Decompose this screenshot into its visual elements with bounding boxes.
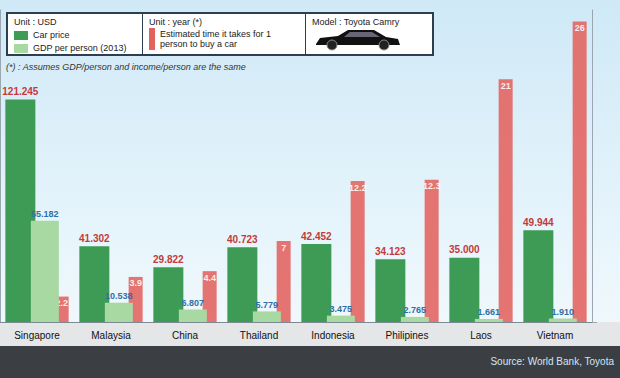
- svg-text:Thailand: Thailand: [240, 330, 278, 341]
- svg-text:Vietnam: Vietnam: [537, 330, 574, 341]
- html-text:Model : Toyota Camry: Model : Toyota Camry: [312, 17, 400, 27]
- html-text:Estimated time it takes for 1: Estimated time it takes for 1 person to …: [160, 29, 271, 49]
- svg-text:41.302: 41.302: [79, 233, 110, 244]
- svg-text:34.123: 34.123: [375, 246, 406, 257]
- svg-text:Philipines: Philipines: [386, 330, 429, 341]
- html-text:Car price: Car price: [33, 30, 70, 40]
- svg-text:29.822: 29.822: [153, 254, 184, 265]
- svg-text:6.807: 6.807: [182, 298, 205, 308]
- svg-text:26: 26: [575, 23, 585, 33]
- svg-text:Laos: Laos: [470, 330, 492, 341]
- svg-text:4.4: 4.4: [203, 273, 216, 283]
- svg-text:1.910: 1.910: [552, 307, 575, 317]
- html-text:Source: World Bank, Toyota: Source: World Bank, Toyota: [490, 356, 614, 367]
- svg-text:35.000: 35.000: [449, 244, 480, 255]
- svg-text:10.538: 10.538: [105, 291, 133, 301]
- svg-text:Indonesia: Indonesia: [311, 330, 355, 341]
- svg-text:12.3: 12.3: [423, 181, 441, 191]
- html-text:Unit : year (*): Unit : year (*): [149, 17, 202, 27]
- svg-text:12.2: 12.2: [349, 183, 367, 193]
- html-text:(*) : Assumes GDP/person and i: (*) : Assumes GDP/person and income/pers…: [6, 62, 246, 72]
- svg-text:Malaysia: Malaysia: [91, 330, 131, 341]
- svg-text:7: 7: [281, 243, 286, 253]
- svg-text:5.779: 5.779: [256, 300, 279, 310]
- svg-text:40.723: 40.723: [227, 234, 258, 245]
- svg-text:49.944: 49.944: [523, 217, 554, 228]
- svg-text:3.475: 3.475: [330, 304, 353, 314]
- svg-text:42.452: 42.452: [301, 231, 332, 242]
- svg-text:2.2: 2.2: [55, 298, 68, 309]
- svg-text:Singapore: Singapore: [14, 330, 60, 341]
- svg-text:2.765: 2.765: [404, 305, 427, 315]
- svg-text:3.9: 3.9: [129, 278, 142, 288]
- html-text:Unit : USD: Unit : USD: [14, 17, 57, 27]
- html-text:GDP per person (2013): GDP per person (2013): [33, 43, 127, 53]
- svg-text:55.182: 55.182: [31, 209, 59, 219]
- svg-text:1.661: 1.661: [478, 307, 501, 317]
- svg-text:121.245: 121.245: [2, 86, 39, 97]
- svg-text:21: 21: [501, 81, 511, 91]
- svg-text:China: China: [172, 330, 199, 341]
